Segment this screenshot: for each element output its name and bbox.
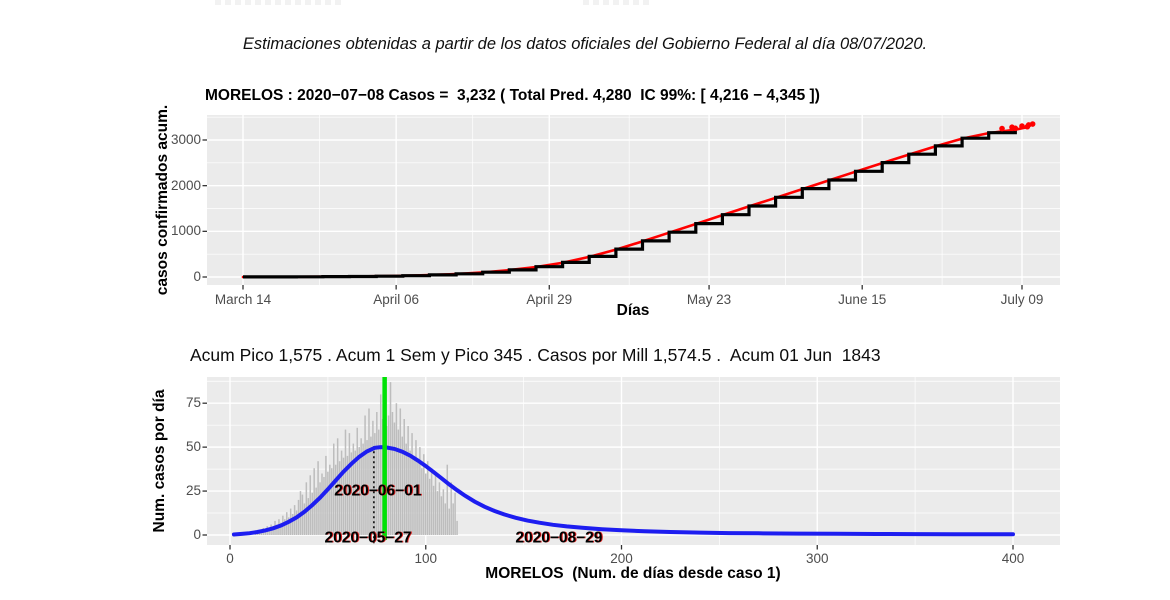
clipped-text-fragment [215, 0, 345, 5]
cumulative-chart-title: MORELOS : 2020−07−08 Casos = 3,232 ( Tot… [205, 87, 820, 104]
cumulative-x-tick-label: May 23 [686, 292, 732, 307]
cumulative-y-tick-label: 2000 [170, 177, 201, 193]
cumulative-x-tick-label: April 29 [526, 292, 573, 307]
cumulative-x-tick-label: March 14 [214, 292, 272, 307]
figure-subtitle: Estimaciones obtenidas a partir de los d… [242, 35, 928, 53]
daily-x-tick-label: 0 [226, 551, 234, 566]
daily-chart-x-axis-label: MORELOS (Num. de días desde caso 1) [485, 565, 781, 582]
daily-x-tick-label: 400 [1001, 551, 1025, 566]
cumulative-y-tick-label: 1000 [170, 223, 201, 239]
cumulative-x-tick-label: April 06 [373, 292, 420, 307]
cumulative-y-tick-label: 3000 [170, 131, 201, 147]
daily-x-tick-label: 300 [805, 551, 829, 566]
cumulative-chart-x-axis-label: Días [616, 302, 650, 319]
cumulative-plot-area [202, 115, 1060, 290]
daily-y-tick-label: 0 [193, 527, 201, 542]
date-annotation: 2020−08−29 [515, 530, 602, 547]
cumulative-x-tick-label: June 15 [838, 292, 887, 307]
date-annotation: 2020−05−27 [324, 530, 411, 547]
date-annotation: 2020−06−01 [335, 483, 422, 500]
date-annotation: 2020−08−29 [516, 530, 603, 547]
daily-y-tick-label: 50 [185, 439, 201, 455]
daily-plot-area: 2020−06−012020−06−012020−05−272020−05−27… [202, 377, 1060, 550]
date-annotation: 2020−06−01 [334, 483, 421, 500]
daily-y-tick-label: 25 [185, 483, 201, 499]
daily-x-tick-label: 100 [414, 551, 438, 566]
date-annotation: 2020−05−27 [325, 530, 412, 547]
daily-y-tick-label: 75 [185, 395, 201, 411]
daily-chart-title: Acum Pico 1,575 . Acum 1 Sem y Pico 345 … [190, 345, 881, 365]
cumulative-y-tick-label: 0 [193, 269, 201, 284]
cumulative-x-tick-label: July 09 [1000, 292, 1044, 307]
daily-x-tick-label: 200 [610, 551, 633, 566]
clipped-text-fragment [583, 0, 653, 5]
